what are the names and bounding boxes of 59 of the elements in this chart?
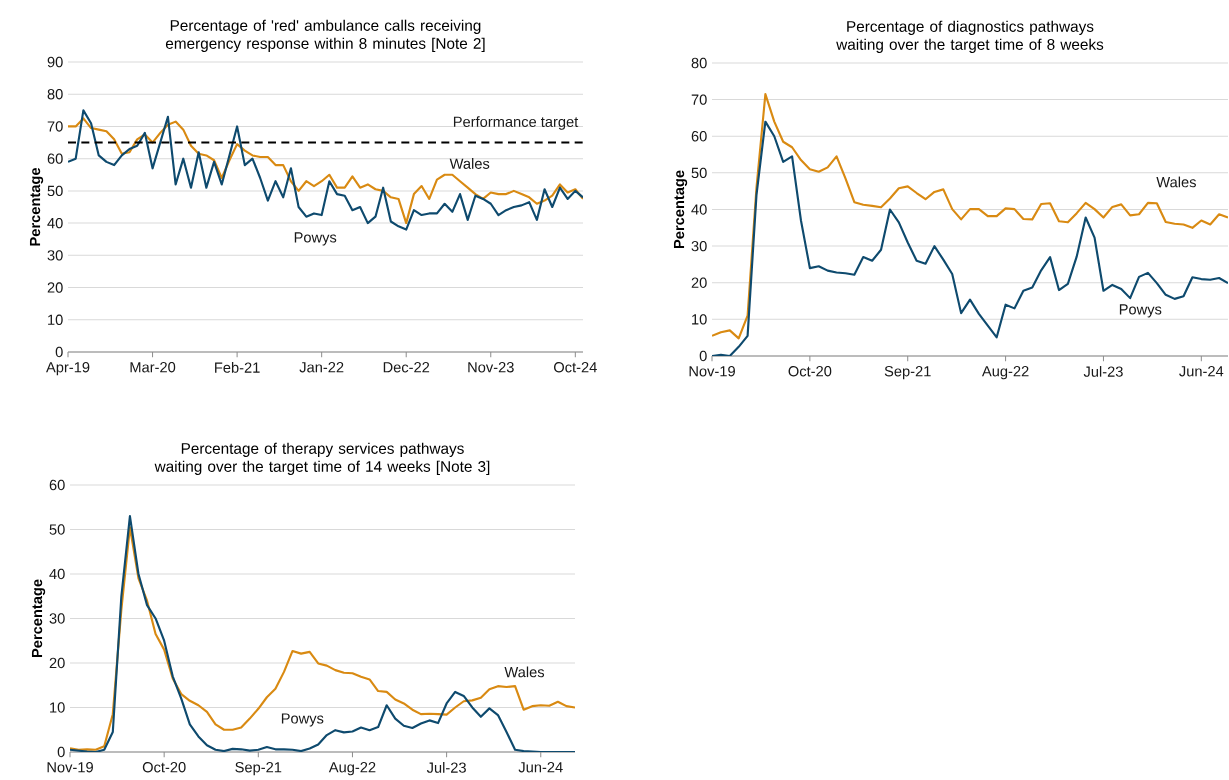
y-tick-label: 30 [691,240,707,252]
x-tick-label: Nov-19 [689,366,735,377]
chart-title: Percentage of diagnostics pathways waiting over the target time of 8 weeks [836,20,1104,53]
x-tick-label: Jan-22 [299,362,344,373]
chart-title: Percentage of therapy services pathways waiting over the target time of 14 weeks [Note 3] [154,442,490,475]
x-tick-label: Nov-23 [468,362,514,373]
series-label: Powys [294,232,337,246]
y-tick-label: 50 [49,524,65,535]
y-tick-label: 40 [49,568,65,580]
series-label: Powys [281,713,324,727]
line-series [712,93,1228,340]
series-label: Powys [1119,304,1162,318]
y-tick-label: 50 [691,167,707,179]
y-tick-label: 80 [691,57,707,69]
y-tick-label: 20 [47,282,63,293]
x-tick-label: Sep-21 [884,366,931,380]
y-tick-label: 0 [57,746,65,758]
y-tick-label: 20 [691,277,707,288]
y-tick-label: 60 [47,153,63,164]
x-tick-label: Aug-22 [328,762,376,776]
chart-title: Percentage of 'red' ambulance calls receiving emergency response within 8 minutes [Note 2] [165,19,485,52]
x-tick-label: Jul-23 [1083,366,1123,377]
x-tick-label: Oct-20 [788,366,832,377]
x-tick-label: Dec-22 [383,362,430,373]
y-tick-label: 90 [47,56,63,68]
y-tick-label: 60 [691,131,707,142]
series-label: Wales [449,158,490,169]
y-tick-label: 80 [47,89,63,100]
y-tick-label: 20 [49,657,65,669]
x-tick-label: Apr-19 [46,362,90,376]
x-tick-label: Aug-22 [981,366,1029,380]
y-tick-label: 0 [699,350,707,362]
x-tick-label: Jun-24 [1179,366,1224,377]
x-tick-label: Sep-21 [235,762,282,776]
x-tick-label: Mar-20 [130,362,176,373]
y-tick-label: 40 [691,204,707,215]
y-axis-title: Percentage [31,579,46,658]
x-tick-label: Oct-20 [142,762,186,773]
y-tick-label: 0 [55,346,63,358]
y-tick-label: 10 [692,314,707,325]
x-tick-label: Oct-24 [554,362,597,373]
y-tick-label: 60 [49,479,65,491]
y-axis-title: Percentage [673,170,688,249]
x-tick-label: Feb-21 [215,362,260,373]
y-tick-label: 70 [47,121,63,132]
y-tick-label: 10 [50,702,65,713]
y-tick-label: 30 [47,250,63,261]
x-tick-label: Nov-19 [47,762,93,773]
x-tick-label: Jul-23 [426,762,466,773]
y-tick-label: 40 [47,217,63,229]
series-label: Wales [1156,176,1196,188]
x-tick-label: Jun-24 [518,762,563,773]
y-tick-label: 70 [691,94,707,105]
series-label: Wales [504,666,545,678]
ref-line-label: Performance target [453,116,579,130]
y-tick-label: 50 [47,185,63,197]
y-tick-label: 10 [48,314,63,325]
y-axis-title: Percentage [29,167,44,246]
y-tick-label: 30 [49,613,65,624]
